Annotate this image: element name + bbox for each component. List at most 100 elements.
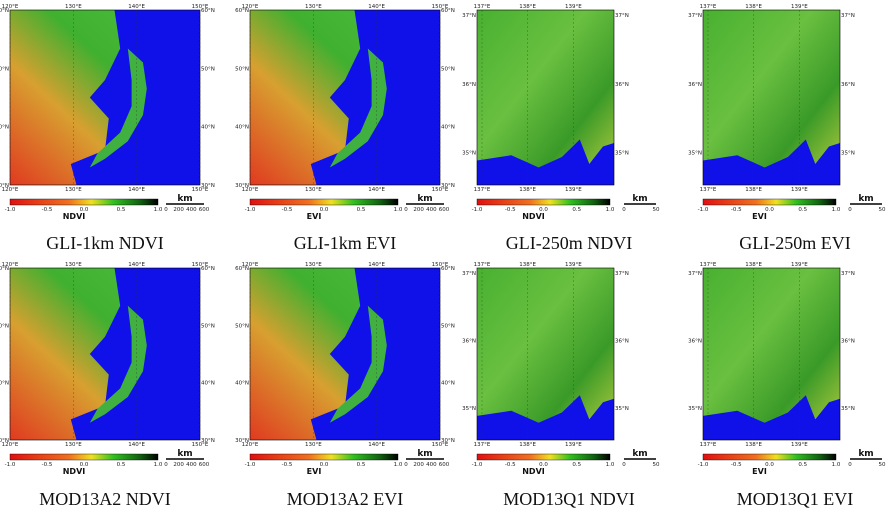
map-panel: 137°E 137°E 138°E 138°E 139°E 139°E 37°N 37°N 36… [462,4,660,253]
scale-tick: 600 [199,462,210,468]
map-panel: 120°E 120°E 130°E 130°E 140°E 140°E 150°E 150°E… [0,262,215,509]
lon-label: 137°E [700,442,717,448]
lon-label: 139°E [791,262,808,268]
map-frame [702,267,841,441]
colorbar-tick: 0.0 [320,207,329,213]
lon-label: 137°E [474,187,491,193]
colorbar-tick: 1.0 [606,462,615,468]
map-sea [477,395,614,440]
scale-tick: 0 [848,207,852,213]
colorbar-tick: -0.5 [731,207,742,213]
lon-label: 120°E [242,442,259,448]
lat-label: 40°N [201,381,215,387]
scale-tick: 400 [186,207,197,213]
lat-label: 37°N [462,13,476,19]
lon-label: 140°E [368,262,385,268]
map-panel: 120°E 120°E 130°E 130°E 140°E 140°E 150°E 150°E… [235,4,455,253]
colorbar-tick: 0.5 [357,462,366,468]
lat-label: 37°N [615,13,629,19]
colorbar-tick: -1.0 [245,462,256,468]
lon-label: 137°E [474,442,491,448]
scale-unit: km [632,194,647,204]
lat-label: 50°N [441,66,455,72]
colorbar-tick: 0.0 [80,207,89,213]
scale-tick: 50 [653,462,660,468]
lat-label: 60°N [0,266,9,272]
lon-label: 120°E [242,187,259,193]
colorbar-label: NDVI [63,212,86,221]
scale-tick: 200 [173,462,184,468]
caption: MOD13A2 NDVI [39,489,171,509]
colorbar-tick: 0.0 [320,462,329,468]
map-panel: 137°E 137°E 138°E 138°E 139°E 139°E 37°N 37°N 36… [688,262,886,509]
colorbar-label: NDVI [522,212,545,221]
lat-label: 40°N [441,381,455,387]
lat-label: 30°N [235,438,249,444]
colorbar-tick: -1.0 [5,462,16,468]
lon-label: 138°E [519,187,536,193]
lat-label: 40°N [235,381,249,387]
scale-unit: km [417,449,432,459]
map-japan [89,305,147,423]
caption: GLI-250m EVI [739,233,850,253]
lat-label: 50°N [441,323,455,329]
map-japan [329,305,387,423]
colorbar-tick: -0.5 [42,462,53,468]
colorbar-tick: 1.0 [394,462,403,468]
lon-label: 150°E [432,4,449,10]
lon-label: 138°E [519,4,536,10]
colorbar-tick: 1.0 [394,207,403,213]
lon-label: 139°E [565,187,582,193]
map-land [477,268,614,440]
scale-unit: km [858,194,873,204]
lon-label: 130°E [65,442,82,448]
scale-tick: 600 [199,207,210,213]
lon-label: 138°E [745,442,762,448]
colorbar-tick: 0.5 [572,207,581,213]
lon-label: 140°E [368,4,385,10]
lon-label: 120°E [242,4,259,10]
lon-label: 139°E [565,4,582,10]
lon-label: 139°E [791,187,808,193]
colorbar-tick: -0.5 [731,462,742,468]
lat-label: 60°N [235,266,249,272]
lon-label: 137°E [700,4,717,10]
scale-unit: km [177,449,192,459]
colorbar-tick: -1.0 [245,207,256,213]
colorbar-tick: -0.5 [505,462,516,468]
map-sea [477,139,614,185]
lon-label: 138°E [519,262,536,268]
lat-label: 30°N [0,183,9,189]
lat-label: 35°N [841,151,855,157]
colorbar [702,453,837,461]
colorbar-label: EVI [307,212,322,221]
lat-label: 40°N [0,125,9,131]
lon-label: 139°E [565,442,582,448]
lon-label: 139°E [565,262,582,268]
lon-label: 150°E [432,187,449,193]
colorbar-tick: 0.5 [117,207,126,213]
lat-label: 37°N [841,271,855,277]
lat-label: 60°N [441,8,455,14]
colorbar-tick: -1.0 [472,207,483,213]
scale-unit: km [177,194,192,204]
caption: MOD13Q1 EVI [737,489,854,509]
map-land [703,10,840,185]
map-land [477,10,614,185]
map-panel: 137°E 137°E 138°E 138°E 139°E 139°E 37°N 37°N 36… [462,262,660,509]
colorbar [476,198,611,206]
lon-label: 139°E [791,4,808,10]
map-panel: 120°E 120°E 130°E 130°E 140°E 140°E 150°E 150°E… [235,262,455,509]
scale-tick: 600 [439,207,450,213]
colorbar-tick: -0.5 [505,207,516,213]
lon-label: 130°E [65,4,82,10]
map-panel: 137°E 137°E 138°E 138°E 139°E 139°E 37°N 37°N 36… [688,4,886,253]
scale-unit: km [632,449,647,459]
lat-label: 60°N [0,8,9,14]
lat-label: 35°N [688,406,702,412]
lat-label: 37°N [841,13,855,19]
lon-label: 130°E [65,187,82,193]
lon-label: 137°E [474,4,491,10]
colorbar-label: EVI [752,467,767,476]
